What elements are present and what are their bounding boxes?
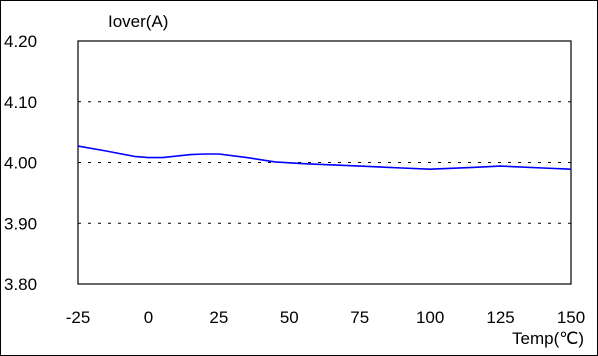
gridlines [78,101,571,224]
y-tick-label-4: 4.20 [4,32,37,51]
x-tick-label-5: 100 [416,308,444,327]
x-tick-labels: -25 0 25 50 75 100 125 150 [66,308,585,327]
x-tick-label-7: 150 [557,308,585,327]
plot-area [77,40,572,285]
y-tick-label-0: 3.80 [4,275,37,294]
x-tick-label-0: -25 [66,308,91,327]
x-tick-label-1: 0 [144,308,153,327]
x-tick-label-4: 75 [350,308,369,327]
y-tick-label-3: 4.10 [4,93,37,112]
series-group [77,145,572,170]
y-axis-label: Iover(A) [108,12,168,31]
x-axis-label: Temp(℃) [512,329,584,348]
y-tick-labels: 3.80 3.90 4.00 4.10 4.20 [4,32,37,294]
x-tick-label-3: 50 [280,308,299,327]
y-tick-label-2: 4.00 [4,154,37,173]
x-tick-label-6: 125 [486,308,514,327]
y-tick-label-1: 3.90 [4,214,37,233]
series-line-0 [77,145,572,170]
x-tick-label-2: 25 [209,308,228,327]
